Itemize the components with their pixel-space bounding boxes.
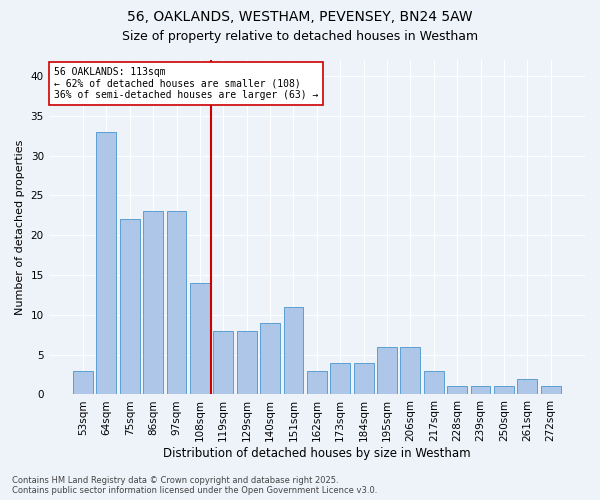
Bar [97, 132, 116, 394]
Text: Size of property relative to detached houses in Westham: Size of property relative to detached ho… [122, 30, 478, 43]
Bar [284, 307, 304, 394]
Bar [424, 370, 443, 394]
Text: Contains HM Land Registry data © Crown copyright and database right 2025.
Contai: Contains HM Land Registry data © Crown c… [12, 476, 377, 495]
Bar [330, 362, 350, 394]
Bar [73, 370, 93, 394]
Bar [447, 386, 467, 394]
Text: 56, OAKLANDS, WESTHAM, PEVENSEY, BN24 5AW: 56, OAKLANDS, WESTHAM, PEVENSEY, BN24 5A… [127, 10, 473, 24]
Bar [494, 386, 514, 394]
Text: 56 OAKLANDS: 113sqm
← 62% of detached houses are smaller (108)
36% of semi-detac: 56 OAKLANDS: 113sqm ← 62% of detached ho… [54, 66, 319, 100]
Bar [167, 212, 187, 394]
Bar [260, 323, 280, 394]
Bar [541, 386, 560, 394]
Bar [400, 346, 421, 395]
Bar [190, 283, 210, 395]
Bar [353, 362, 374, 394]
Bar [143, 212, 163, 394]
X-axis label: Distribution of detached houses by size in Westham: Distribution of detached houses by size … [163, 447, 470, 460]
Bar [214, 331, 233, 394]
Bar [377, 346, 397, 395]
Bar [470, 386, 490, 394]
Bar [120, 220, 140, 394]
Y-axis label: Number of detached properties: Number of detached properties [15, 140, 25, 315]
Bar [307, 370, 327, 394]
Bar [517, 378, 537, 394]
Bar [237, 331, 257, 394]
